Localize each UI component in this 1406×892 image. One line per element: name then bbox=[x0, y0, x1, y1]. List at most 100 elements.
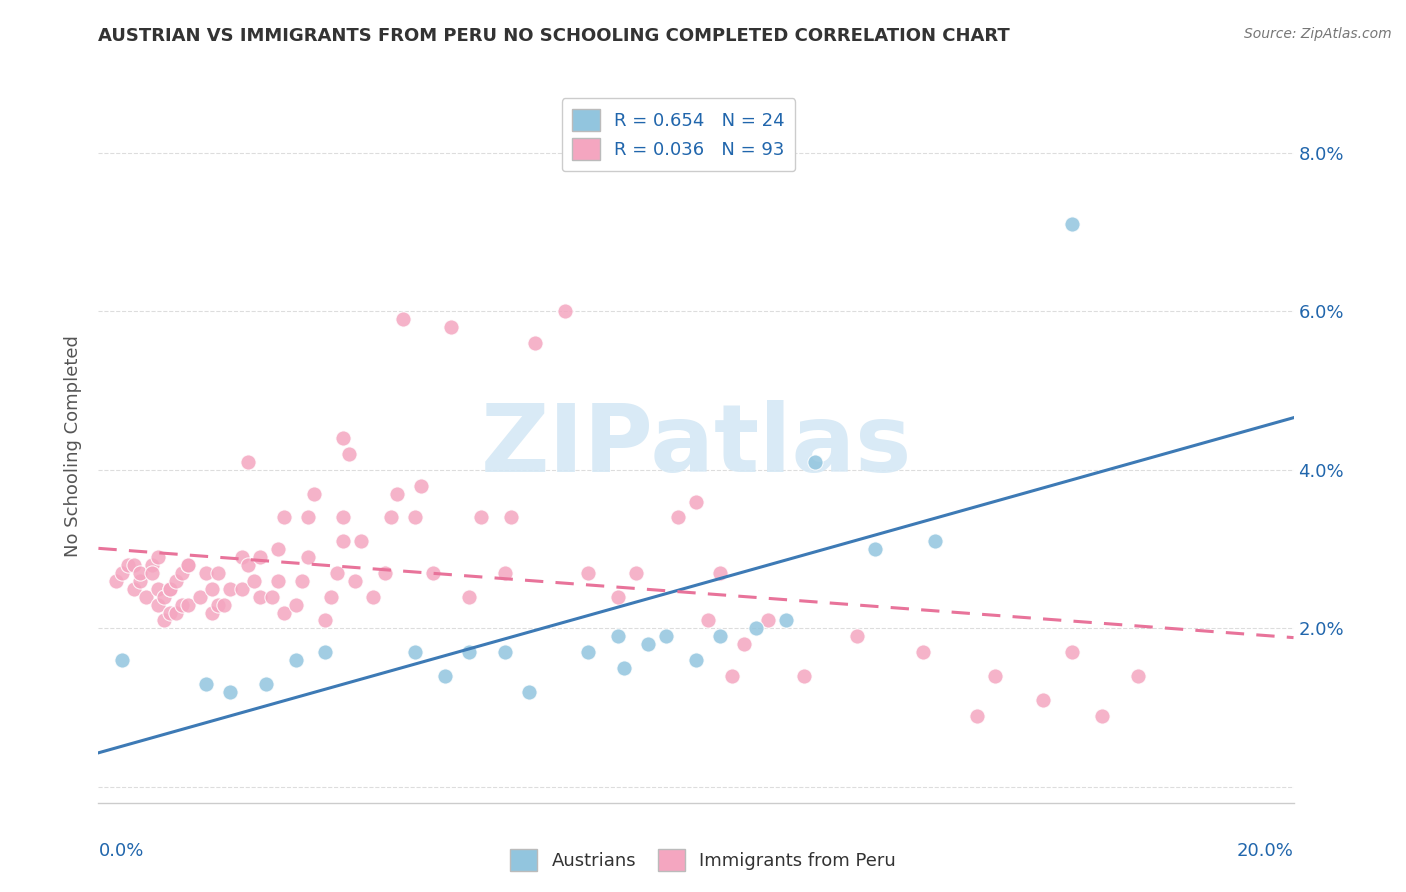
Point bbox=[141, 558, 163, 572]
Point bbox=[159, 582, 181, 596]
Point bbox=[243, 574, 266, 588]
Point bbox=[607, 590, 630, 604]
Point bbox=[153, 614, 176, 628]
Point bbox=[195, 566, 218, 580]
Point bbox=[804, 455, 827, 469]
Point bbox=[470, 510, 492, 524]
Point bbox=[148, 549, 170, 564]
Point bbox=[332, 534, 354, 549]
Point bbox=[655, 629, 678, 643]
Point bbox=[721, 669, 744, 683]
Point bbox=[733, 637, 755, 651]
Point bbox=[380, 510, 402, 524]
Point bbox=[626, 566, 648, 580]
Point bbox=[129, 566, 152, 580]
Point bbox=[578, 645, 600, 659]
Point bbox=[172, 566, 194, 580]
Point bbox=[666, 510, 689, 524]
Text: AUSTRIAN VS IMMIGRANTS FROM PERU NO SCHOOLING COMPLETED CORRELATION CHART: AUSTRIAN VS IMMIGRANTS FROM PERU NO SCHO… bbox=[98, 27, 1010, 45]
Point bbox=[1032, 692, 1054, 706]
Point bbox=[188, 590, 211, 604]
Point bbox=[135, 590, 157, 604]
Point bbox=[344, 574, 367, 588]
Point bbox=[153, 590, 176, 604]
Y-axis label: No Schooling Completed: No Schooling Completed bbox=[65, 335, 83, 557]
Point bbox=[249, 549, 271, 564]
Point bbox=[385, 486, 409, 500]
Point bbox=[1091, 708, 1114, 723]
Point bbox=[458, 590, 481, 604]
Point bbox=[315, 645, 337, 659]
Point bbox=[129, 574, 152, 588]
Point bbox=[984, 669, 1007, 683]
Legend: R = 0.654   N = 24, R = 0.036   N = 93: R = 0.654 N = 24, R = 0.036 N = 93 bbox=[561, 98, 796, 171]
Point bbox=[966, 708, 988, 723]
Point bbox=[201, 582, 224, 596]
Point bbox=[411, 478, 433, 492]
Point bbox=[709, 566, 731, 580]
Point bbox=[523, 335, 546, 350]
Point bbox=[231, 549, 253, 564]
Point bbox=[332, 431, 354, 445]
Point bbox=[404, 510, 426, 524]
Point bbox=[756, 614, 779, 628]
Point bbox=[392, 312, 415, 326]
Point bbox=[249, 590, 271, 604]
Point bbox=[159, 606, 181, 620]
Point bbox=[374, 566, 396, 580]
Point bbox=[302, 486, 325, 500]
Point bbox=[207, 598, 229, 612]
Point bbox=[105, 574, 128, 588]
Point bbox=[148, 598, 170, 612]
Point bbox=[499, 510, 522, 524]
Point bbox=[273, 606, 295, 620]
Point bbox=[1062, 645, 1084, 659]
Point bbox=[267, 574, 290, 588]
Point bbox=[297, 549, 319, 564]
Point bbox=[745, 621, 768, 635]
Point bbox=[254, 677, 277, 691]
Point bbox=[458, 645, 481, 659]
Point bbox=[267, 542, 290, 557]
Point bbox=[321, 590, 343, 604]
Legend: Austrians, Immigrants from Peru: Austrians, Immigrants from Peru bbox=[503, 842, 903, 879]
Point bbox=[165, 606, 187, 620]
Point bbox=[201, 606, 224, 620]
Point bbox=[685, 653, 707, 667]
Point bbox=[326, 566, 349, 580]
Point bbox=[775, 614, 797, 628]
Point bbox=[912, 645, 935, 659]
Point bbox=[494, 645, 516, 659]
Point bbox=[207, 566, 229, 580]
Text: ZIPatlas: ZIPatlas bbox=[481, 400, 911, 492]
Point bbox=[685, 494, 707, 508]
Point bbox=[124, 582, 146, 596]
Point bbox=[273, 510, 295, 524]
Point bbox=[148, 582, 170, 596]
Point bbox=[709, 629, 731, 643]
Point bbox=[1128, 669, 1150, 683]
Point bbox=[111, 653, 134, 667]
Point bbox=[212, 598, 235, 612]
Text: 0.0%: 0.0% bbox=[98, 842, 143, 860]
Point bbox=[141, 566, 163, 580]
Point bbox=[236, 558, 259, 572]
Point bbox=[422, 566, 444, 580]
Point bbox=[865, 542, 887, 557]
Point bbox=[315, 614, 337, 628]
Point bbox=[284, 653, 307, 667]
Point bbox=[434, 669, 457, 683]
Point bbox=[219, 582, 242, 596]
Text: Source: ZipAtlas.com: Source: ZipAtlas.com bbox=[1244, 27, 1392, 41]
Point bbox=[236, 455, 259, 469]
Point bbox=[332, 510, 354, 524]
Point bbox=[846, 629, 869, 643]
Point bbox=[195, 677, 218, 691]
Point bbox=[219, 685, 242, 699]
Point bbox=[613, 661, 636, 675]
Point bbox=[339, 447, 361, 461]
Point bbox=[117, 558, 139, 572]
Point bbox=[517, 685, 540, 699]
Point bbox=[165, 574, 187, 588]
Point bbox=[177, 558, 200, 572]
